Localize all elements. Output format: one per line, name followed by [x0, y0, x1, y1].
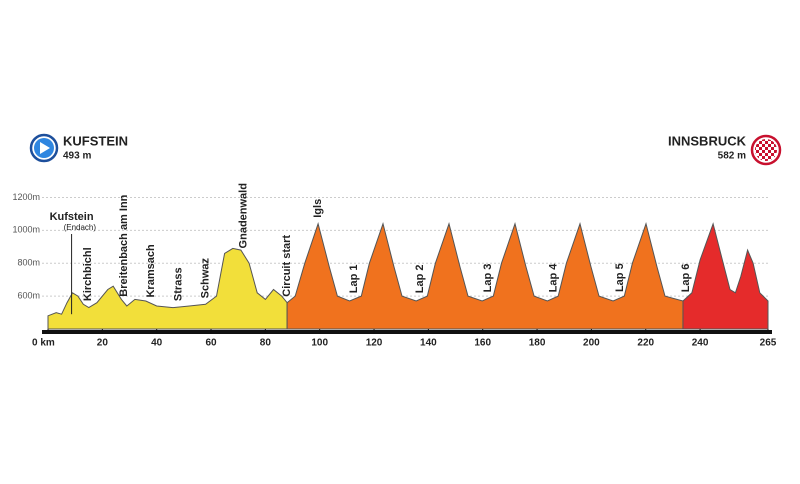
x-tick-label: 40 — [151, 338, 163, 349]
x-tick-label: 140 — [420, 338, 437, 349]
place-label: Lap 2 — [414, 265, 426, 294]
finish-icon — [750, 134, 782, 166]
y-tick-label: 800m — [17, 258, 40, 268]
x-tick-label: 265 — [760, 338, 777, 349]
elevation-area — [682, 222, 769, 330]
place-label: Lap 6 — [680, 264, 692, 293]
x-tick-label: 20 — [97, 338, 109, 349]
start-name: KUFSTEIN — [63, 133, 128, 148]
place-label: Lap 1 — [348, 264, 360, 293]
start-label: Kufstein — [50, 211, 94, 223]
y-tick-label: 1200m — [12, 192, 40, 202]
x-tick-label: 120 — [366, 338, 383, 349]
elevation-area — [286, 222, 684, 330]
place-label: Lap 4 — [547, 263, 559, 293]
finish-icon-check — [755, 139, 777, 161]
elevation-area — [47, 247, 288, 330]
start-elevation: 493 m — [63, 151, 91, 162]
place-label: Gnadenwald — [238, 183, 250, 248]
place-label: Circuit start — [281, 235, 293, 297]
x-tick-label: 200 — [583, 338, 600, 349]
y-tick-label: 1000m — [12, 225, 40, 235]
x-tick-label: 60 — [205, 338, 217, 349]
x-tick-label: 240 — [692, 338, 709, 349]
x-tick-label: 80 — [260, 338, 272, 349]
x-tick-label: 180 — [529, 338, 546, 349]
place-label: Igls — [312, 199, 324, 218]
x-tick-label: 220 — [637, 338, 654, 349]
place-label: Kramsach — [145, 244, 157, 297]
finish-name: INNSBRUCK — [668, 133, 747, 148]
place-label: Strass — [172, 267, 184, 301]
start-icon-arrow — [40, 142, 50, 154]
x-tick-label: 160 — [474, 338, 491, 349]
place-label: Lap 5 — [614, 263, 626, 292]
x-tick-label: 100 — [311, 338, 328, 349]
finish-elevation: 582 m — [718, 151, 746, 162]
place-label: Breitenbach am Inn — [118, 194, 130, 296]
place-label: Kirchbichl — [82, 247, 94, 301]
start-sublabel: (Endach) — [64, 223, 97, 232]
x-tick-label: 0 km — [32, 338, 55, 349]
y-tick-label: 600m — [17, 290, 40, 300]
place-label: Lap 3 — [482, 264, 494, 293]
place-label: Schwaz — [199, 257, 211, 298]
